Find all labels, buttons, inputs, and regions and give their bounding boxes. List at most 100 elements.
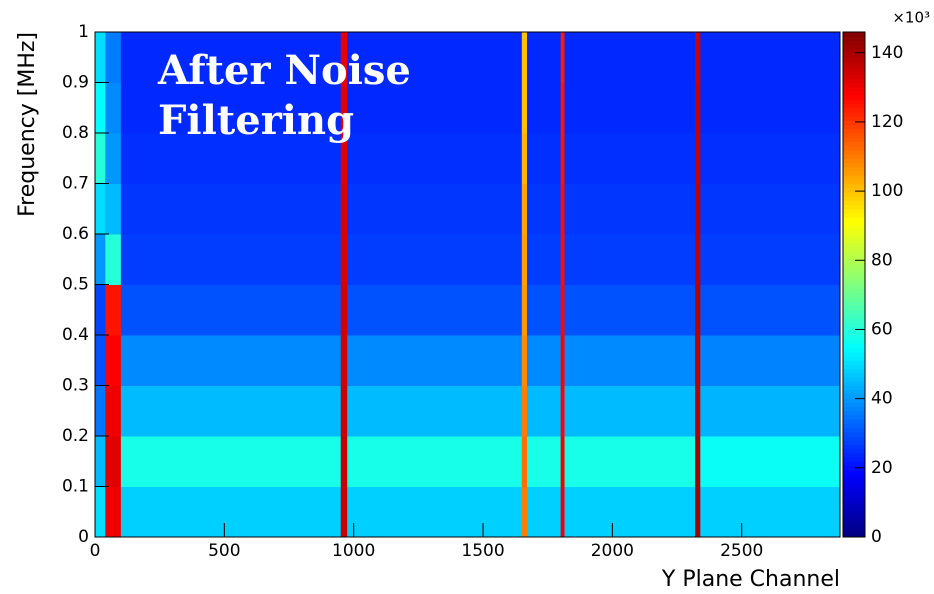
heatmap-cell: [560, 486, 566, 538]
heatmap-cell: [105, 32, 122, 83]
colorbar-swatch: [843, 478, 865, 483]
heatmap-cell: [564, 234, 696, 285]
colorbar-swatch: [843, 276, 865, 281]
heatmap-cell: [700, 284, 841, 336]
heatmap-cell: [564, 82, 696, 134]
colorbar-swatch: [843, 419, 865, 424]
heatmap-cell: [560, 385, 566, 437]
y-tick-label: 0.9: [62, 73, 89, 93]
heatmap-cell: [526, 436, 562, 487]
x-tick-label: 0: [90, 541, 101, 561]
heatmap-cell: [95, 385, 106, 437]
colorbar-swatch: [843, 137, 865, 142]
heatmap-cell: [105, 385, 122, 437]
heatmap-cell: [564, 183, 696, 235]
heatmap-cell: [105, 183, 122, 235]
heatmap-cell: [105, 486, 122, 538]
heatmap-cell: [560, 32, 566, 83]
colorbar-swatch: [843, 347, 865, 353]
y-tick-label: 0.7: [62, 174, 89, 194]
colorbar-swatch: [843, 61, 865, 67]
colorbar-swatch: [843, 128, 865, 134]
heatmap-cell: [526, 234, 562, 285]
heatmap-cell: [95, 335, 106, 386]
y-tick-label: 0.6: [62, 224, 89, 244]
heatmap-cell: [105, 335, 122, 386]
heatmap-cell: [695, 234, 701, 285]
heatmap-cell: [564, 385, 696, 437]
heatmap-cell: [95, 234, 106, 285]
heatmap-cell: [521, 385, 528, 437]
heatmap-cell: [526, 82, 562, 134]
heatmap-cell: [564, 284, 696, 336]
colorbar-swatch: [843, 436, 865, 441]
colorbar-swatch: [843, 372, 865, 378]
heatmap-cell: [695, 436, 701, 487]
heatmap-cell: [695, 335, 701, 386]
colorbar-swatch: [843, 507, 865, 513]
colorbar-swatch: [843, 120, 865, 126]
colorbar-swatch: [843, 111, 865, 117]
heatmap-cell: [526, 133, 562, 184]
heatmap-cell: [695, 183, 701, 235]
z-tick-label: 0: [871, 527, 882, 547]
colorbar-swatch: [843, 335, 865, 340]
annotation: After Noise: [157, 47, 411, 94]
colorbar-swatch: [843, 69, 865, 75]
colorbar-swatch: [843, 267, 865, 273]
colorbar-swatch: [843, 410, 865, 416]
colorbar-swatch: [843, 166, 865, 172]
colorbar-swatch: [843, 490, 865, 496]
colorbar-swatch: [843, 297, 865, 302]
heatmap-cell: [695, 133, 701, 184]
z-tick-label: 40: [871, 389, 893, 409]
heatmap-cell: [347, 234, 523, 285]
heatmap-cell: [521, 32, 528, 83]
heatmap-cell: [526, 183, 562, 235]
heatmap-cell: [560, 234, 566, 285]
colorbar-swatch: [843, 385, 865, 391]
heatmap-cell: [695, 82, 701, 134]
colorbar-swatch: [843, 457, 865, 462]
heatmap-cell: [95, 486, 106, 538]
heatmap-cell: [340, 32, 348, 83]
heatmap-cell: [95, 133, 106, 184]
heatmap-cell: [526, 385, 562, 437]
heatmap-cell: [521, 82, 528, 134]
colorbar-swatch: [843, 330, 865, 336]
colorbar-swatch: [843, 351, 865, 357]
heatmap-cell: [105, 82, 122, 134]
colorbar-swatch: [843, 250, 865, 256]
heatmap-cell: [347, 335, 523, 386]
colorbar-swatch: [843, 196, 865, 201]
colorbar-swatch: [843, 465, 865, 471]
heatmap-cell: [560, 82, 566, 134]
heatmap-cell: [340, 183, 348, 235]
z-tick-label: 80: [871, 250, 893, 270]
colorbar-swatch: [843, 234, 865, 239]
heatmap-cell: [340, 436, 348, 487]
heatmap-cell: [347, 32, 523, 83]
heatmap-cell: [120, 284, 342, 336]
heatmap-cell: [700, 183, 841, 235]
y-tick-label: 0.2: [62, 426, 89, 446]
colorbar-swatch: [843, 515, 865, 521]
colorbar-swatch: [843, 78, 865, 83]
colorbar-swatch: [843, 398, 865, 403]
colorbar-swatch: [843, 284, 865, 290]
y-tick-label: 0.5: [62, 275, 89, 295]
colorbar-swatch: [843, 116, 865, 121]
heatmap-cell: [564, 133, 696, 184]
z-tick-label: 20: [871, 458, 893, 478]
colorbar-swatch: [843, 141, 865, 147]
heatmap-cell: [340, 486, 348, 538]
colorbar-swatch: [843, 145, 865, 151]
colorbar-swatch: [843, 528, 865, 534]
colorbar-swatch: [843, 187, 865, 193]
colorbar-frame: [842, 31, 866, 538]
colorbar-swatch: [843, 326, 865, 332]
heatmap-cell: [564, 32, 696, 83]
y-tick-label: 0.1: [62, 477, 89, 497]
heatmap-cell: [700, 335, 841, 386]
